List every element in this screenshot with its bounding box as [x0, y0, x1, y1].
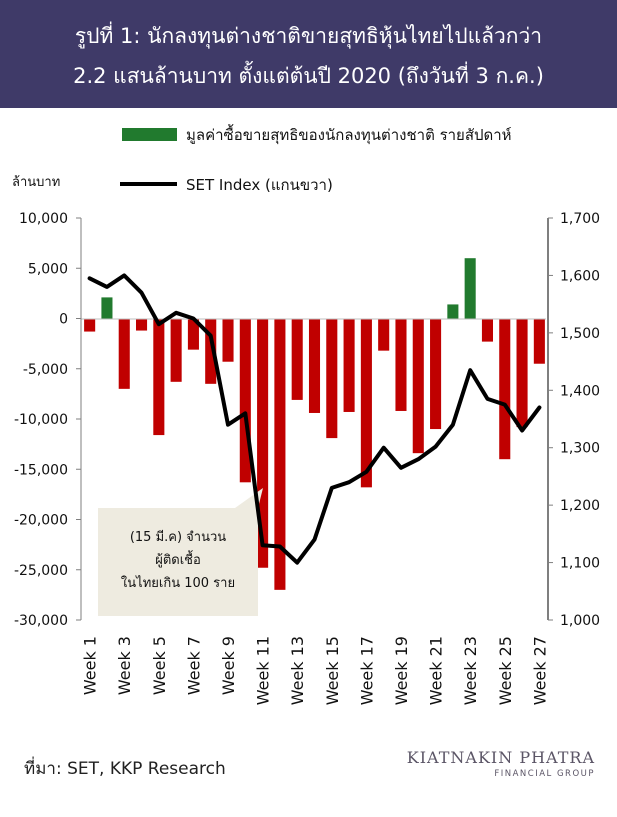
bar-week-21 [430, 318, 442, 430]
bar-week-16 [343, 318, 355, 412]
bar-week-1 [84, 318, 96, 332]
annotation-line-1: (15 มี.ค) จำนวน [130, 529, 226, 545]
x-axis-label: Week 23 [461, 636, 480, 705]
right-axis-tick-label: 1,200 [560, 498, 600, 514]
bar-series [84, 258, 545, 590]
bar-week-18 [378, 318, 390, 351]
bar-week-4 [136, 318, 148, 331]
right-axis-tick-label: 1,600 [560, 268, 600, 284]
left-axis-tick-label: -30,000 [14, 613, 68, 629]
bar-week-22 [447, 304, 459, 319]
bar-week-15 [326, 318, 338, 439]
x-axis-label: Week 21 [427, 636, 446, 705]
left-axis-tick-label: -25,000 [14, 563, 68, 579]
annotation: (15 มี.ค) จำนวน ผู้ติดเชื้อ ในไทยเกิน 10… [98, 488, 263, 616]
bar-week-7 [187, 318, 199, 350]
x-axis-labels: Week 1 Week 3 Week 5 Week 7 Week 9 Week 11 Wee… [81, 636, 550, 705]
bar-week-25 [499, 318, 511, 460]
left-axis-tick-label: 0 [59, 312, 68, 328]
x-axis-label: Week 11 [254, 636, 273, 705]
right-axis-tick-label: 1,100 [560, 556, 600, 572]
bar-week-11 [257, 318, 269, 568]
bar-week-14 [308, 318, 321, 413]
annotation-box [98, 508, 258, 616]
legend: มูลค่าซื้อขายสุทธิของนักลงทุนต่างชาติ รา… [120, 124, 512, 194]
left-axis-tick-label: -20,000 [14, 513, 68, 529]
annotation-line-2: ผู้ติดเชื้อ [155, 550, 201, 568]
bar-week-17 [360, 318, 372, 488]
set-index-points [89, 275, 540, 563]
x-axis-label: Week 27 [530, 636, 549, 705]
right-axis-tick-label: 1,000 [560, 613, 600, 629]
x-axis-label: Week 25 [496, 636, 515, 705]
bar-week-12 [274, 318, 286, 590]
bar-week-19 [395, 318, 407, 411]
bar-week-8 [205, 318, 217, 384]
left-axis-tick-label: -5,000 [23, 362, 68, 378]
x-axis-label: Week 1 [81, 636, 100, 695]
company-logo: KIATNAKIN PHATRA FINANCIAL GROUP [407, 748, 595, 779]
chart-title-banner: รูปที่ 1: นักลงทุนต่างชาติขายสุทธิหุ้นไท… [0, 0, 617, 108]
x-axis-label: Week 17 [357, 636, 376, 705]
left-axis-tick-label: 10,000 [19, 211, 68, 227]
right-axis-tick-label: 1,500 [560, 326, 600, 342]
right-axis-tick-label: 1,400 [560, 383, 600, 399]
left-axis-tick-label: -10,000 [14, 412, 68, 428]
bar-week-23 [464, 258, 476, 319]
x-axis-label: Week 15 [323, 636, 342, 705]
right-axis-tick-label: 1,700 [560, 211, 600, 227]
x-axis-label: Week 19 [392, 636, 411, 705]
bar-week-3 [118, 318, 130, 389]
bar-week-5 [153, 318, 165, 436]
bar-week-13 [291, 318, 303, 400]
annotation-line-3: ในไทยเกิน 100 ราย [121, 575, 235, 591]
bar-week-20 [412, 318, 424, 454]
combo-chart: มูลค่าซื้อขายสุทธิของนักลงทุนต่างชาติ รา… [12, 124, 600, 705]
logo-line1: KIATNAKIN PHATRA [406, 748, 595, 767]
bar-week-10 [239, 318, 251, 483]
left-axis-unit-label: ล้านบาท [12, 175, 60, 190]
bar-week-6 [170, 318, 182, 382]
legend-line-label: SET Index (แกนขวา) [186, 176, 333, 194]
chart-title-line1: รูปที่ 1: นักลงทุนต่างชาติขายสุทธิหุ้นไท… [74, 24, 543, 48]
bar-week-2 [101, 297, 113, 319]
legend-bar-label: มูลค่าซื้อขายสุทธิของนักลงทุนต่างชาติ รา… [186, 124, 512, 145]
legend-bar-swatch [122, 128, 177, 141]
left-axis-tick-label: -15,000 [14, 462, 68, 478]
left-axis-ticks: 10,000 5,000 0 -5,000 -10,000 -15,000 -20,000 -… [14, 211, 81, 629]
logo-line2: FINANCIAL GROUP [494, 769, 595, 779]
bar-week-27 [533, 318, 545, 364]
right-axis-ticks: 1,700 1,600 1,500 1,400 1,300 1,200 1,100 1,000 [548, 211, 600, 629]
x-axis-label: Week 13 [288, 636, 307, 705]
bar-week-9 [222, 318, 234, 362]
source-note: ที่มา: SET, KKP Research [24, 759, 226, 779]
chart-title-line2: 2.2 แสนล้านบาท ตั้งแต่ต้นปี 2020 (ถึงวัน… [73, 64, 544, 88]
x-axis-label: Week 3 [115, 636, 134, 695]
bar-week-24 [481, 318, 493, 342]
x-axis-label: Week 9 [219, 636, 238, 695]
right-axis-tick-label: 1,300 [560, 441, 600, 457]
bar-week-26 [516, 318, 528, 428]
x-axis-label: Week 5 [150, 636, 169, 695]
left-axis-tick-label: 5,000 [28, 261, 68, 277]
x-axis-label: Week 7 [184, 636, 203, 695]
